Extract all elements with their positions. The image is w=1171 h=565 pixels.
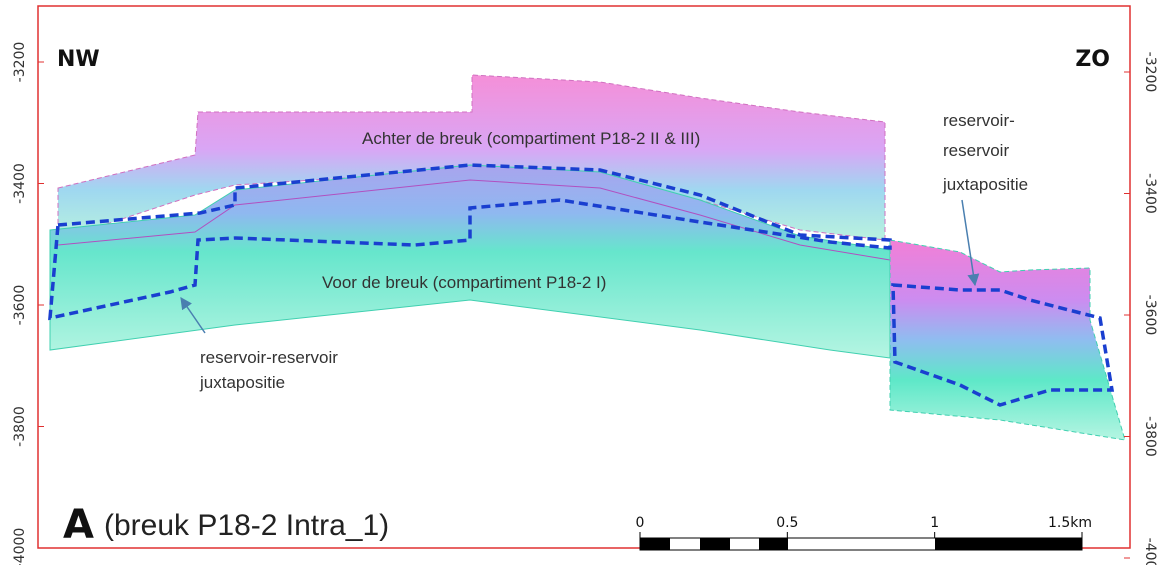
right-block [890,240,1125,440]
scale-segment [759,538,788,550]
annotation: juxtapositie [942,175,1028,194]
scale-segment [700,538,730,550]
annotation: juxtapositie [199,373,285,392]
compartment-label: Achter de breuk (compartiment P18-2 II &… [362,129,700,148]
scale-label: 1 [930,515,939,531]
compartment-label: Voor de breuk (compartiment P18-2 I) [322,273,606,292]
right-tick-label: -3800 [1142,416,1158,457]
page: NW ZO Achter de breuk (compartiment P18-… [0,0,1171,565]
annotation: reservoir-reservoir [200,348,338,367]
scale-label: 0 [636,515,645,531]
left-tick-label: -3400 [12,163,28,204]
cross-section: NW ZO Achter de breuk (compartiment P18-… [0,0,1171,565]
right-tick-label: -3600 [1142,295,1158,336]
scale-bar [640,538,1082,550]
left-tick-label: -4000 [12,528,28,565]
left-tick-label: -3200 [12,42,28,83]
corner-label: NW [57,47,100,72]
annotation: reservoir [943,141,1009,160]
scale-segment [640,538,670,550]
corner-label: ZO [1075,47,1110,72]
scale-label: 1.5km [1048,515,1092,531]
caption-letter: A [63,502,94,548]
left-tick-label: -3600 [12,285,28,326]
right-tick-label: -3200 [1142,52,1158,93]
scale-label: 0.5 [776,515,798,531]
caption: (breuk P18-2 Intra_1) [104,509,389,542]
scale-segment [935,538,1082,550]
right-tick-label: -3400 [1142,173,1158,214]
right-tick-label: -4000 [1142,538,1158,565]
left-tick-label: -3800 [12,406,28,447]
annotation: reservoir- [943,111,1015,130]
